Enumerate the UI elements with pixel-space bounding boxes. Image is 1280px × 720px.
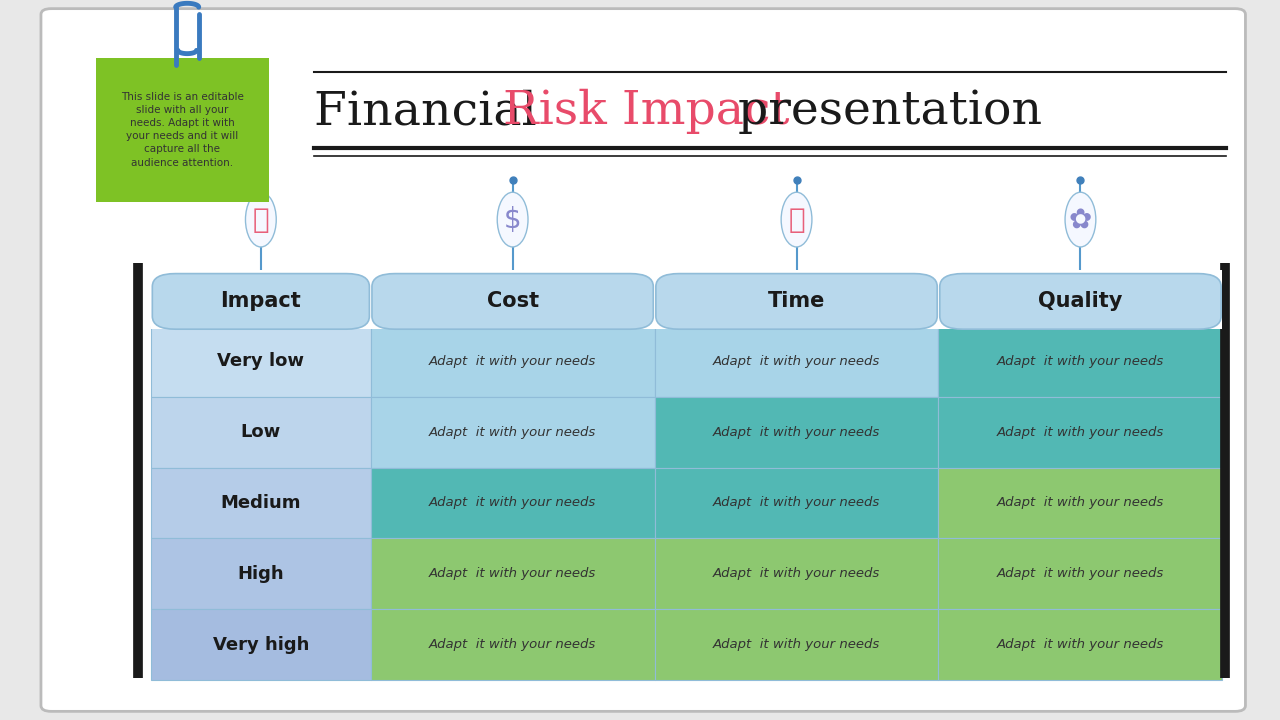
FancyBboxPatch shape <box>152 274 370 329</box>
FancyBboxPatch shape <box>151 397 371 467</box>
FancyBboxPatch shape <box>654 609 938 680</box>
Text: Very high: Very high <box>212 636 308 654</box>
FancyBboxPatch shape <box>371 539 654 609</box>
Text: Adapt  it with your needs: Adapt it with your needs <box>429 639 596 652</box>
Text: presentation: presentation <box>723 89 1042 134</box>
FancyBboxPatch shape <box>371 270 654 329</box>
FancyBboxPatch shape <box>151 467 371 539</box>
FancyBboxPatch shape <box>940 274 1221 329</box>
FancyBboxPatch shape <box>938 325 1222 397</box>
FancyBboxPatch shape <box>371 609 654 680</box>
Text: Adapt  it with your needs: Adapt it with your needs <box>713 354 881 368</box>
Text: $: $ <box>504 206 521 233</box>
Text: Adapt  it with your needs: Adapt it with your needs <box>997 639 1164 652</box>
FancyBboxPatch shape <box>938 467 1222 539</box>
Text: Adapt  it with your needs: Adapt it with your needs <box>713 497 881 510</box>
Text: Adapt  it with your needs: Adapt it with your needs <box>713 426 881 438</box>
FancyBboxPatch shape <box>938 609 1222 680</box>
FancyBboxPatch shape <box>654 467 938 539</box>
Ellipse shape <box>246 192 276 247</box>
FancyBboxPatch shape <box>371 467 654 539</box>
Text: Risk Impact: Risk Impact <box>503 89 790 134</box>
Text: Quality: Quality <box>1038 292 1123 311</box>
FancyBboxPatch shape <box>151 539 371 609</box>
FancyBboxPatch shape <box>654 539 938 609</box>
FancyBboxPatch shape <box>151 270 371 329</box>
FancyBboxPatch shape <box>938 270 1222 329</box>
Text: Cost: Cost <box>486 292 539 311</box>
FancyBboxPatch shape <box>655 274 937 329</box>
Text: ✋: ✋ <box>252 206 269 233</box>
Ellipse shape <box>1065 192 1096 247</box>
Text: Financial: Financial <box>314 89 552 134</box>
Text: High: High <box>238 565 284 583</box>
Text: Adapt  it with your needs: Adapt it with your needs <box>997 567 1164 580</box>
FancyBboxPatch shape <box>151 609 371 680</box>
Text: Medium: Medium <box>220 494 301 512</box>
FancyBboxPatch shape <box>41 9 1245 711</box>
FancyBboxPatch shape <box>654 397 938 467</box>
FancyBboxPatch shape <box>371 325 654 397</box>
Text: Adapt  it with your needs: Adapt it with your needs <box>429 497 596 510</box>
Text: Adapt  it with your needs: Adapt it with your needs <box>429 426 596 438</box>
Ellipse shape <box>781 192 812 247</box>
Text: Impact: Impact <box>220 292 301 311</box>
Text: Time: Time <box>768 292 826 311</box>
Text: ⏰: ⏰ <box>788 206 805 233</box>
Text: Adapt  it with your needs: Adapt it with your needs <box>429 354 596 368</box>
Text: Adapt  it with your needs: Adapt it with your needs <box>713 567 881 580</box>
Text: Adapt  it with your needs: Adapt it with your needs <box>997 354 1164 368</box>
Ellipse shape <box>497 192 529 247</box>
FancyBboxPatch shape <box>151 325 371 397</box>
Text: ✿: ✿ <box>1069 206 1092 233</box>
FancyBboxPatch shape <box>96 58 269 202</box>
FancyBboxPatch shape <box>372 274 653 329</box>
Text: Adapt  it with your needs: Adapt it with your needs <box>429 567 596 580</box>
Text: Low: Low <box>241 423 282 441</box>
FancyBboxPatch shape <box>654 325 938 397</box>
Text: This slide is an editable
slide with all your
needs. Adapt it with
your needs an: This slide is an editable slide with all… <box>122 91 243 168</box>
Text: Adapt  it with your needs: Adapt it with your needs <box>997 497 1164 510</box>
Text: Adapt  it with your needs: Adapt it with your needs <box>997 426 1164 438</box>
Text: Very low: Very low <box>218 352 305 370</box>
FancyBboxPatch shape <box>938 397 1222 467</box>
FancyBboxPatch shape <box>938 539 1222 609</box>
FancyBboxPatch shape <box>371 397 654 467</box>
FancyBboxPatch shape <box>654 270 938 329</box>
Text: Adapt  it with your needs: Adapt it with your needs <box>713 639 881 652</box>
